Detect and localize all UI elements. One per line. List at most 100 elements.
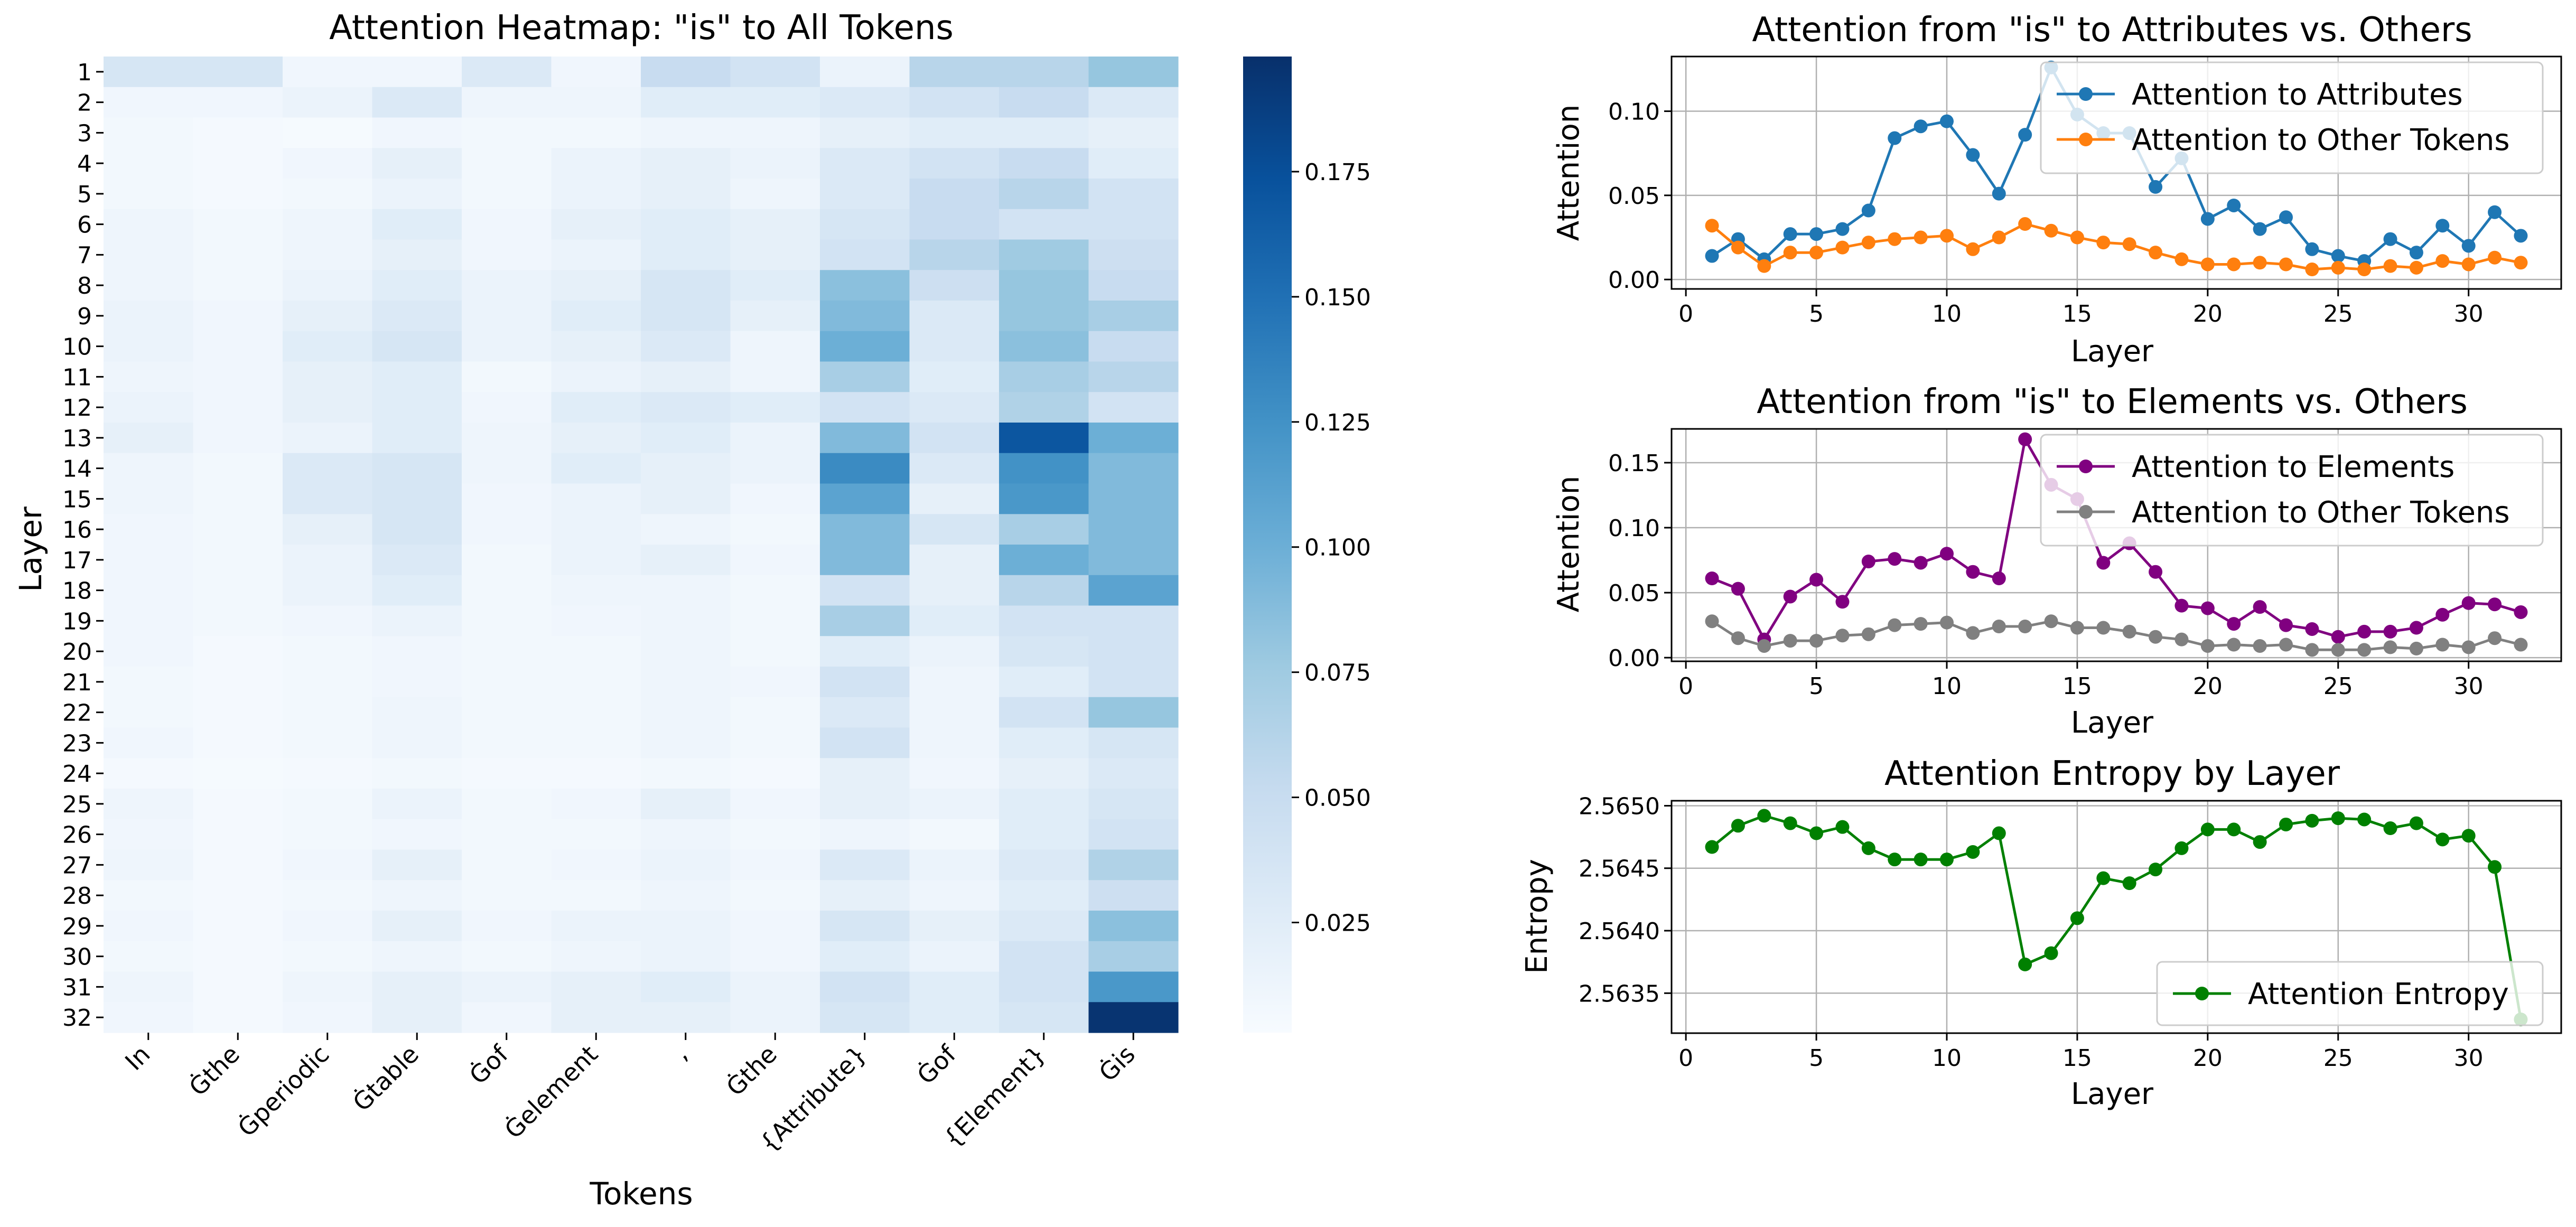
heatmap-cell	[283, 209, 373, 240]
data-point	[2122, 624, 2136, 639]
heatmap-cell	[372, 758, 462, 789]
heatmap-cell	[909, 423, 1000, 454]
data-point	[2461, 257, 2476, 271]
heatmap-cell	[551, 361, 641, 392]
heatmap-cell	[641, 697, 731, 728]
data-point	[1940, 547, 1954, 561]
heatmap-cell	[1088, 819, 1179, 850]
data-point	[2279, 257, 2293, 271]
heatmap-cell	[1088, 789, 1179, 820]
heatmap-cell	[641, 148, 731, 179]
heatmap-cell	[1088, 209, 1179, 240]
heatmap-cell	[283, 605, 373, 636]
heatmap-cell	[730, 545, 820, 576]
colorbar-tick-label: 0.125	[1304, 409, 1371, 436]
heatmap-cell	[909, 331, 1000, 362]
heatmap-cell	[641, 727, 731, 758]
heatmap-cell	[462, 57, 552, 88]
data-point	[1809, 826, 1824, 840]
heatmap-cell	[820, 880, 910, 911]
heatmap-cell	[641, 179, 731, 210]
heatmap-cell	[551, 758, 641, 789]
data-point	[2174, 841, 2189, 855]
data-point	[2514, 229, 2528, 243]
heatmap-cell	[104, 1002, 194, 1033]
legend-entry-label: Attention to Other Tokens	[2132, 123, 2510, 157]
data-point	[2409, 260, 2423, 275]
data-point	[2018, 957, 2032, 971]
heatmap-cell	[462, 117, 552, 148]
heatmap-cell	[641, 87, 731, 118]
heatmap-cell	[909, 545, 1000, 576]
data-point	[1966, 565, 1980, 579]
heatmap-cell	[820, 911, 910, 942]
heatmap-cell	[551, 483, 641, 514]
heatmap-cell	[372, 819, 462, 850]
heatmap-y-tick-label: 21	[62, 669, 92, 696]
heatmap-cell	[909, 880, 1000, 911]
heatmap-cell	[909, 849, 1000, 881]
heatmap-cell	[462, 301, 552, 332]
heatmap-cell	[1088, 301, 1179, 332]
heatmap-cell	[820, 148, 910, 179]
heatmap-y-tick-label: 27	[62, 852, 92, 879]
data-point	[1705, 840, 1719, 854]
heatmap-cell	[372, 971, 462, 1003]
heatmap-cell	[909, 636, 1000, 667]
heatmap-cell	[283, 148, 373, 179]
heatmap-cell	[104, 941, 194, 972]
heatmap-cell	[551, 667, 641, 698]
heatmap-cell	[193, 87, 283, 118]
heatmap-cell	[1088, 697, 1179, 728]
heatmap-cell	[462, 545, 552, 576]
heatmap-cell	[372, 453, 462, 484]
heatmap-x-tick-label: Ġof	[464, 1039, 515, 1090]
heatmap-cell	[641, 239, 731, 270]
heatmap-cell	[104, 361, 194, 392]
heatmap-cell	[551, 209, 641, 240]
heatmap-cell	[551, 575, 641, 606]
heatmap-y-tick-label: 16	[62, 517, 92, 544]
data-point	[2383, 624, 2397, 639]
heatmap-y-tick-label: 10	[62, 334, 92, 361]
data-point	[2305, 622, 2319, 636]
x-tick-label: 10	[1932, 1045, 1962, 1072]
heatmap-cell	[1088, 971, 1179, 1003]
heatmap-cell	[641, 971, 731, 1003]
heatmap-cell	[462, 1002, 552, 1033]
heatmap-cell	[462, 727, 552, 758]
heatmap-cell	[999, 57, 1089, 88]
heatmap-cell	[730, 301, 820, 332]
heatmap-cell	[193, 361, 283, 392]
heatmap-y-tick-label: 32	[62, 1005, 92, 1032]
heatmap-cell	[462, 392, 552, 423]
data-point	[2253, 835, 2267, 849]
heatmap-cell	[372, 423, 462, 454]
data-point	[1809, 246, 1824, 260]
data-point	[2383, 821, 2397, 836]
y-tick-label: 0.05	[1608, 183, 1660, 210]
data-point	[1757, 259, 1771, 273]
entropy-panel-ylabel: Entropy	[1520, 859, 1554, 974]
data-point	[1731, 819, 1745, 833]
heatmap-cell	[193, 453, 283, 484]
data-point	[1783, 589, 1797, 604]
heatmap-cell	[820, 545, 910, 576]
heatmap-y-tick-label: 25	[62, 791, 92, 818]
heatmap-cell	[641, 545, 731, 576]
data-point	[2514, 605, 2528, 619]
legend-entry-label: Attention Entropy	[2248, 977, 2509, 1011]
data-point	[1914, 119, 1928, 134]
data-point	[2227, 198, 2241, 212]
heatmap-cell	[1088, 758, 1179, 789]
heatmap-cell	[462, 636, 552, 667]
heatmap-cell	[909, 971, 1000, 1003]
data-point	[2357, 643, 2372, 657]
heatmap-cell	[283, 331, 373, 362]
data-point	[1992, 826, 2006, 840]
heatmap-cell	[372, 605, 462, 636]
heatmap-cell	[909, 819, 1000, 850]
heatmap-cell	[1088, 483, 1179, 514]
heatmap-cell	[1088, 1002, 1179, 1033]
data-point	[2383, 640, 2397, 654]
